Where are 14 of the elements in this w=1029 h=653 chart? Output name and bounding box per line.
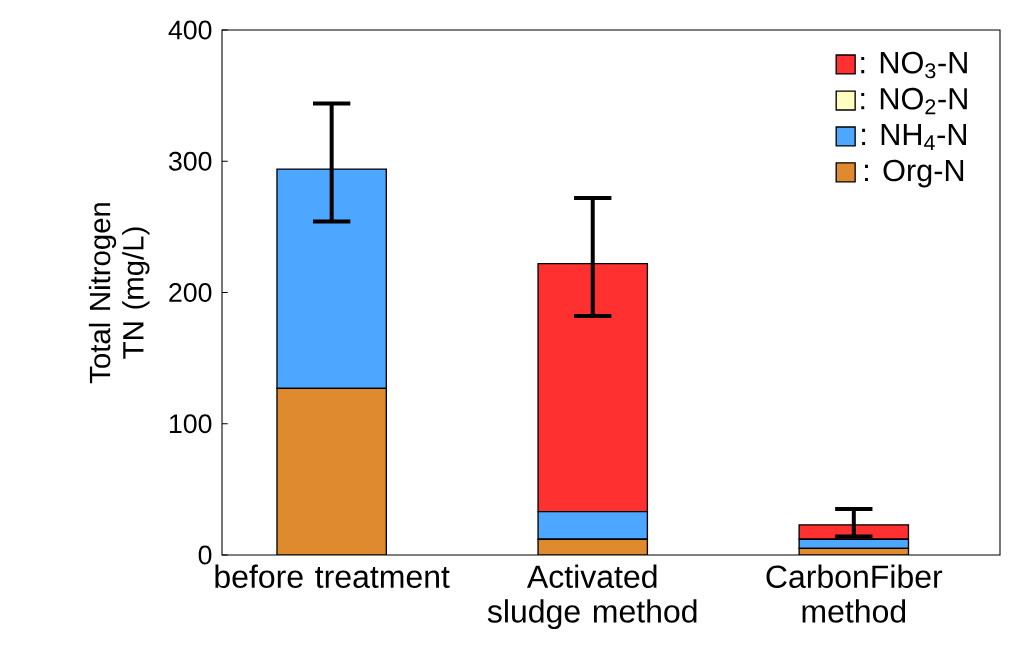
y-tick-label: 200 xyxy=(169,283,212,302)
bar xyxy=(276,387,387,555)
y-axis-title: Total Nitrogen TN (mg/L) xyxy=(88,203,150,384)
x-tick-label: CarbonFiber method xyxy=(766,564,943,623)
y-tick-label: 300 xyxy=(168,151,212,171)
y-tick-label: 0 xyxy=(198,545,212,565)
y-tick-label: 400 xyxy=(168,20,212,40)
x-tick-label: before treatment xyxy=(215,564,450,589)
legend-label: : NO$_{3}$-N xyxy=(861,51,967,79)
legend-label: : NO$_{2}$-N xyxy=(861,87,967,115)
legend-label: : Org-N xyxy=(865,159,964,188)
legend-label: : NH$_{4}$-N xyxy=(862,123,966,150)
y-tick-label: 100 xyxy=(169,414,212,434)
x-tick-label: Activated sludge method xyxy=(487,564,697,630)
